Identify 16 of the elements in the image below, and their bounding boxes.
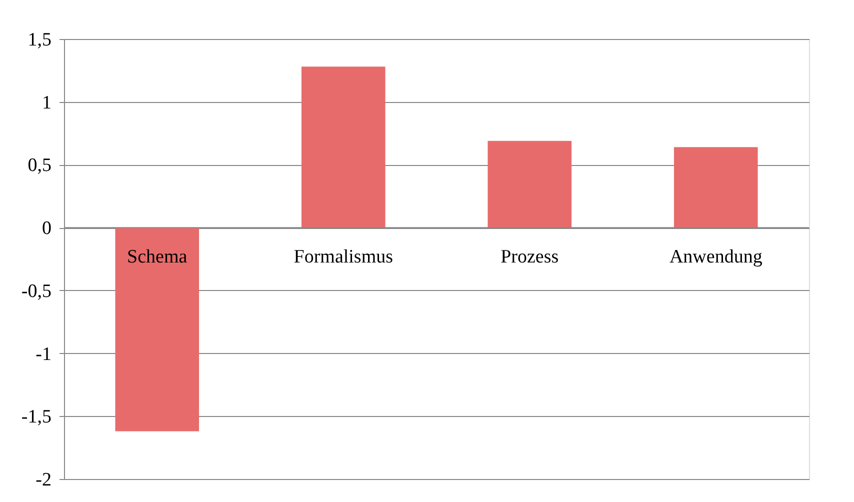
- y-tick-label: 1: [42, 92, 52, 114]
- y-tick-label: -1,5: [21, 406, 52, 428]
- bar: [115, 228, 200, 432]
- y-tick-label: 0,5: [28, 155, 52, 176]
- x-tick-label: Prozess: [500, 246, 559, 268]
- bar: [488, 140, 572, 228]
- bar: [674, 147, 758, 228]
- x-tick-label: Anwendung: [669, 246, 763, 268]
- bar: [301, 66, 386, 228]
- y-tick-label: 0: [42, 218, 52, 240]
- x-tick-label: Formalismus: [294, 246, 393, 268]
- y-tick-label: 1,5: [28, 30, 52, 50]
- x-tick-label: Schema: [127, 246, 188, 268]
- y-tick-label: -2: [36, 470, 52, 490]
- y-tick-label: -1: [36, 344, 52, 365]
- y-tick-label: -0,5: [21, 280, 52, 302]
